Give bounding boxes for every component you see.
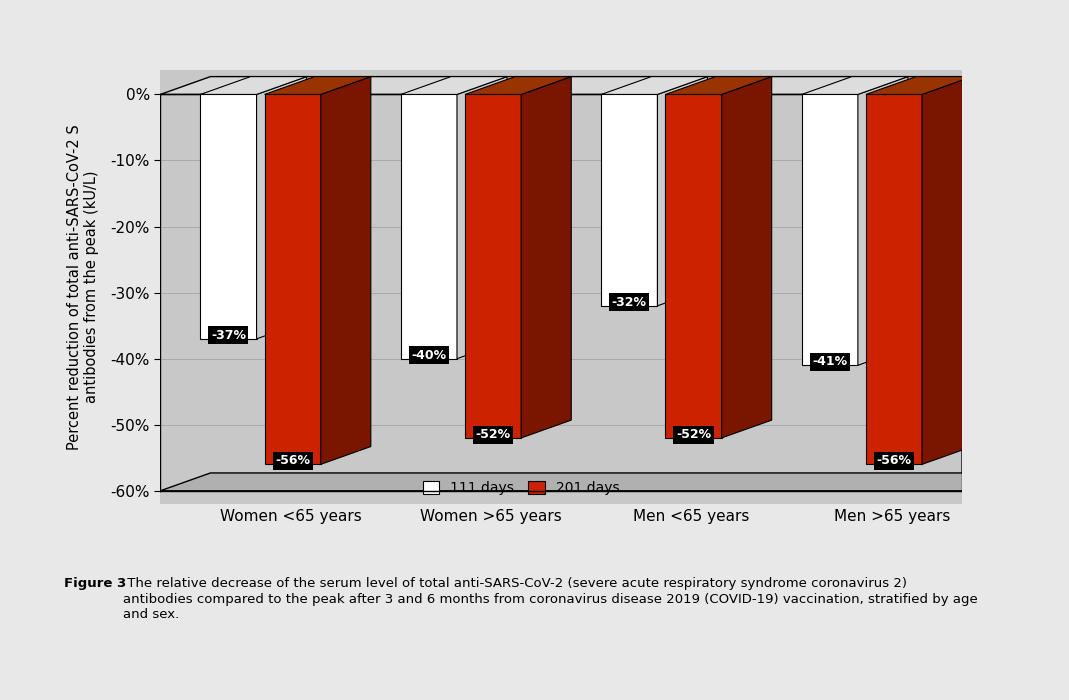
Polygon shape [866, 94, 921, 464]
Polygon shape [160, 473, 1012, 491]
Text: -41%: -41% [812, 356, 848, 368]
Polygon shape [465, 94, 522, 438]
Polygon shape [962, 76, 1012, 491]
Text: -37%: -37% [211, 329, 246, 342]
Text: -52%: -52% [476, 428, 511, 441]
Polygon shape [160, 76, 1012, 94]
Text: -56%: -56% [275, 454, 310, 468]
Polygon shape [601, 94, 657, 306]
Polygon shape [665, 76, 772, 94]
Polygon shape [201, 94, 257, 339]
Polygon shape [458, 76, 507, 358]
Polygon shape [257, 76, 307, 339]
Polygon shape [722, 76, 772, 438]
Polygon shape [201, 76, 307, 94]
Text: -52%: -52% [676, 428, 711, 441]
Polygon shape [866, 76, 972, 94]
Text: -56%: -56% [877, 454, 912, 468]
Y-axis label: Percent reduction of total anti-SARS-CoV-2 S
antibodies from the peak (kU/L): Percent reduction of total anti-SARS-CoV… [67, 124, 99, 450]
Text: -40%: -40% [412, 349, 447, 362]
Polygon shape [802, 94, 858, 365]
Polygon shape [858, 76, 908, 365]
Polygon shape [401, 94, 458, 358]
Polygon shape [265, 76, 371, 94]
Polygon shape [665, 94, 722, 438]
Text: The relative decrease of the serum level of total anti-SARS-CoV-2 (severe acute : The relative decrease of the serum level… [123, 578, 978, 620]
Polygon shape [657, 76, 708, 306]
Legend: 111 days, 201 days: 111 days, 201 days [418, 477, 624, 499]
Text: -32%: -32% [611, 296, 647, 309]
Polygon shape [265, 94, 321, 464]
Polygon shape [465, 76, 571, 94]
Polygon shape [802, 76, 908, 94]
Polygon shape [921, 76, 972, 464]
Polygon shape [601, 76, 708, 94]
Polygon shape [522, 76, 571, 438]
Polygon shape [321, 76, 371, 464]
Text: Figure 3: Figure 3 [64, 578, 126, 591]
Polygon shape [401, 76, 507, 94]
